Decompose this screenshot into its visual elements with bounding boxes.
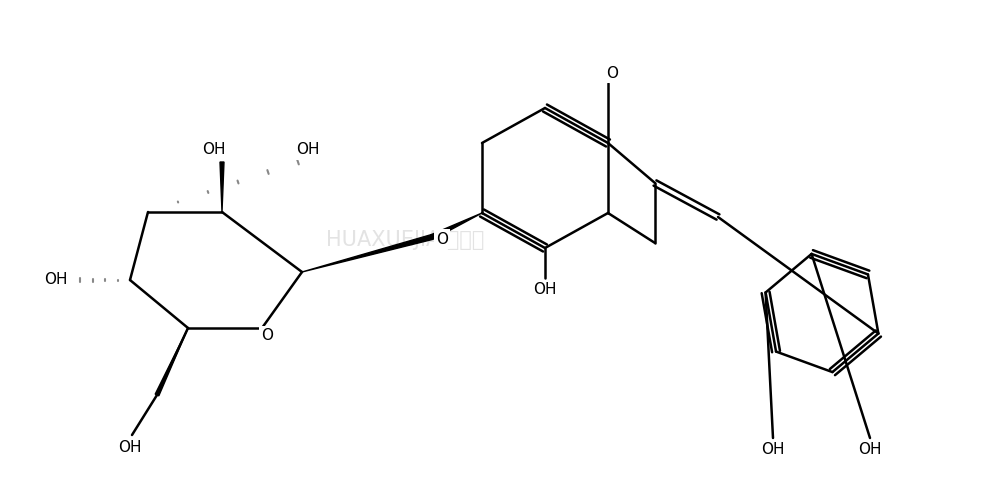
Text: OH: OH (858, 443, 882, 457)
Text: OH: OH (45, 273, 68, 287)
Polygon shape (155, 328, 188, 396)
Text: HUAXUEJIA 化学加: HUAXUEJIA 化学加 (326, 229, 485, 250)
Text: OH: OH (119, 440, 141, 455)
Text: OH: OH (297, 142, 319, 158)
Text: O: O (261, 329, 273, 343)
Text: OH: OH (202, 142, 225, 158)
Text: O: O (606, 66, 618, 80)
Polygon shape (302, 235, 432, 272)
Text: OH: OH (762, 443, 784, 457)
Text: OH: OH (533, 283, 557, 297)
Text: O: O (436, 231, 448, 247)
Polygon shape (431, 213, 482, 239)
Polygon shape (220, 162, 224, 212)
